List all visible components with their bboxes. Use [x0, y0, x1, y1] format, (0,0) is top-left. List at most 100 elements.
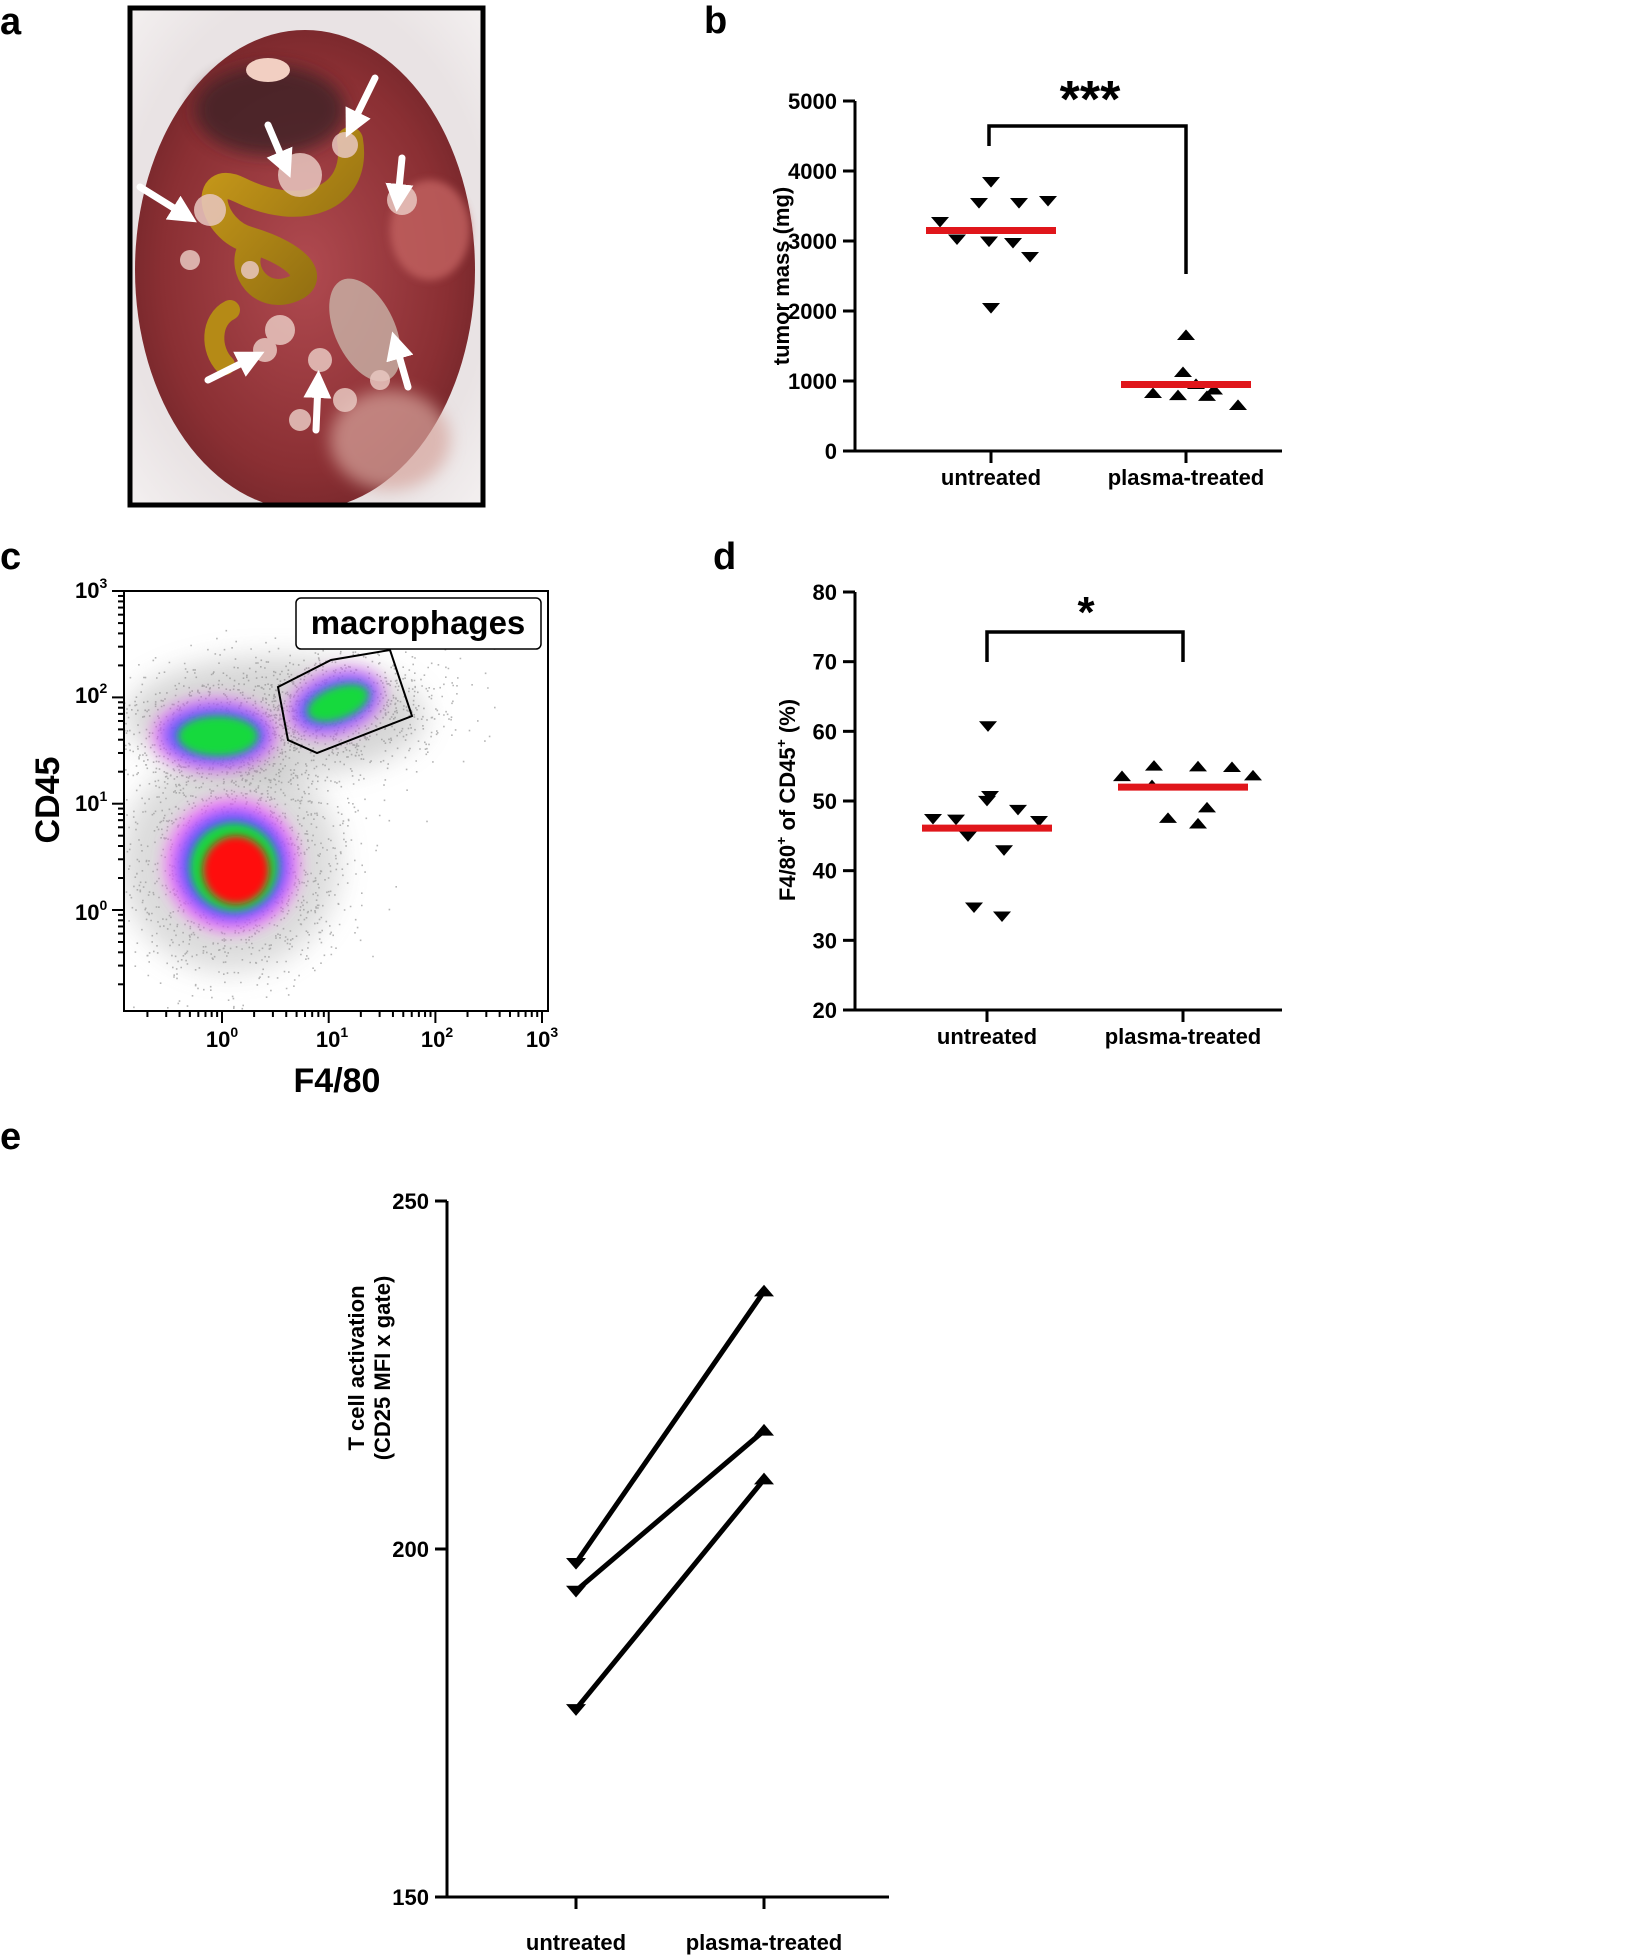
panel-d-xtick-plasma-treated: plasma-treated [1105, 1024, 1262, 1049]
panel-d-axes [843, 590, 1282, 1022]
panel-b-point [970, 198, 988, 209]
panel-d-point [924, 813, 942, 825]
panel-d-ytick-label: 50 [813, 789, 837, 814]
panel-e-ytick-label: 200 [392, 1537, 429, 1562]
macrophage-gate-label-box [295, 597, 542, 650]
panel-c-xtick-3: 103 [526, 1024, 558, 1052]
panel-c-ytick-3: 103 [75, 575, 107, 603]
panel-d-point [959, 831, 977, 842]
panel-b-point [982, 177, 1000, 188]
panel-e-chart: T cell activation (CD25 MFI x gate) untr… [344, 1189, 889, 1955]
panel-e-point-untreated [566, 1704, 586, 1716]
panel-b-point [931, 216, 949, 228]
panel-c-letter: c [0, 536, 21, 578]
panel-b-point [1198, 390, 1216, 401]
panel-d-point [1159, 812, 1177, 823]
panel-d-ylabel: F4/80+ of CD45+ (%) [773, 699, 800, 901]
panel-d-ytick-label: 20 [813, 998, 837, 1023]
panel-c-ylabel: CD45 [29, 757, 67, 844]
panel-d-xtick-untreated: untreated [937, 1024, 1037, 1049]
macrophage-gate-polygon [276, 648, 414, 755]
panel-e-ytick-label: 250 [392, 1189, 429, 1214]
panel-b-point [980, 236, 998, 248]
panel-d-point [1009, 804, 1027, 816]
flow-plot-frame [123, 590, 549, 1012]
panel-c-ytick-0: 100 [75, 897, 107, 925]
panel-d-means [922, 783, 1248, 832]
photo-frame [127, 5, 486, 508]
panel-e-point-untreated [566, 1557, 586, 1570]
panel-d-significance-bracket [985, 630, 1185, 662]
panel-e-xtick-untreated: untreated [526, 1930, 626, 1955]
panel-b-point [1205, 384, 1223, 395]
panel-b-point [1229, 399, 1247, 410]
panel-e-letter: e [0, 1116, 21, 1158]
flow-density-cloud [124, 624, 496, 1010]
panel-d-point [978, 795, 996, 807]
panel-d-point [1030, 816, 1048, 827]
panel-b-ytick-label: 4000 [788, 159, 837, 184]
panel-e-ylabel-line2: (CD25 MFI x gate) [370, 1276, 395, 1461]
panel-b-means [926, 227, 1251, 388]
panel-d-ytick-label: 80 [813, 580, 837, 605]
panel-d-point [1189, 760, 1207, 772]
panel-b-ytick-label: 0 [825, 439, 837, 464]
flow-plot-ticks [112, 590, 543, 1023]
panel-d-ytick-label: 40 [813, 859, 837, 884]
panel-d-ytick-label: 30 [813, 928, 837, 953]
panel-b-point [1039, 195, 1057, 207]
panel-b-xtick-plasma-treated: plasma-treated [1108, 465, 1265, 490]
panel-b-ytick-labels: 0 1000 2000 3000 4000 5000 [788, 89, 837, 464]
panel-d-point [1145, 760, 1163, 771]
panel-e-point-plasma-treated [754, 1472, 774, 1485]
panel-b-xtick-untreated: untreated [941, 465, 1041, 490]
panel-d-point [979, 721, 997, 732]
panel-b-significance-stars: *** [1060, 71, 1121, 129]
panel-b-point [1169, 389, 1187, 401]
panel-c-xtick-0: 100 [206, 1024, 238, 1052]
panel-b-chart: tumor mass (mg) untreated plasma-treated… [769, 71, 1282, 490]
dissection-photo [130, 8, 483, 505]
panel-a-letter: a [0, 1, 22, 43]
panel-d-significance-star: * [1077, 588, 1095, 637]
panel-c-xtick-2: 102 [421, 1024, 453, 1052]
panel-d-point [1113, 770, 1131, 782]
panel-e-point-plasma-treated [754, 1423, 774, 1436]
panel-d-point [993, 911, 1011, 923]
panel-d-point [1244, 769, 1262, 781]
panel-c-ytick-2: 102 [75, 680, 107, 708]
panel-b-ylabel: tumor mass (mg) [769, 187, 794, 365]
panel-d-ytick-labels: 20 30 40 50 60 70 80 [813, 580, 837, 1023]
panel-b-point [982, 303, 1000, 314]
panel-b-ytick-label: 5000 [788, 89, 837, 114]
panel-b-point [1021, 251, 1039, 263]
panel-d-letter: d [713, 536, 736, 578]
panel-d-ytick-label: 70 [813, 650, 837, 675]
panel-b-ytick-label: 3000 [788, 229, 837, 254]
panel-b-points [931, 177, 1247, 410]
panel-b-ytick-label: 1000 [788, 369, 837, 394]
panel-d-point [1189, 817, 1207, 829]
panel-d-chart: F4/80+ of CD45+ (%) untreated plasma-tre… [773, 580, 1282, 1049]
panel-e-pair-line [574, 1477, 766, 1711]
panel-b-letter: b [704, 0, 727, 42]
panel-d-point [995, 845, 1013, 856]
panel-e-point-untreated [566, 1585, 586, 1598]
panel-e-ytick-label: 150 [392, 1885, 429, 1910]
panel-e-xtick-plasma-treated: plasma-treated [686, 1930, 843, 1955]
panel-e-point-plasma-treated [754, 1284, 774, 1297]
panel-b-point [1174, 366, 1192, 378]
panel-b-significance-bracket [987, 124, 1188, 274]
panel-b-ytick-label: 2000 [788, 299, 837, 324]
panel-b-point [1004, 237, 1022, 249]
panel-d-point [965, 902, 983, 913]
panel-b-point [1177, 329, 1195, 340]
panel-c-ytick-1: 101 [75, 788, 107, 816]
panel-e-ytick-labels: 150 200 250 [392, 1189, 429, 1910]
panel-e-ylabel-line1: T cell activation [344, 1285, 369, 1450]
panel-d-point [1198, 801, 1216, 813]
macrophage-gate-label: macrophages [311, 604, 526, 641]
panel-e-lines [566, 1284, 774, 1716]
panel-b-axes [843, 99, 1282, 463]
